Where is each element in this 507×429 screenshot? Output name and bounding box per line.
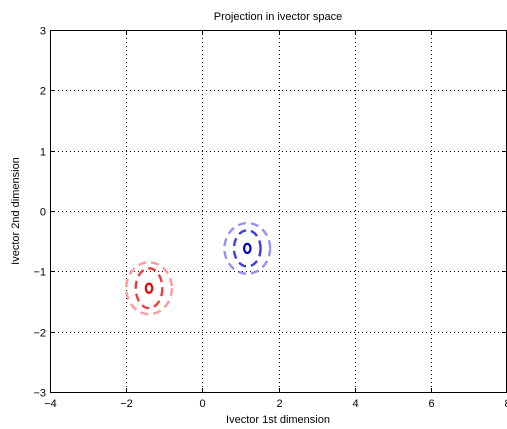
series-cluster: [124, 261, 174, 316]
data-point: [144, 282, 154, 294]
y-axis-label: Ivector 2nd dimension: [10, 157, 22, 265]
y-tick-label: 0: [40, 207, 46, 219]
x-tick-label: −2: [120, 398, 133, 410]
x-tick-label: 0: [199, 398, 205, 410]
contour-ellipse: [124, 261, 174, 316]
chart-title: Projection in ivector space: [214, 11, 342, 23]
tick-labels: −4 −2 0 2 4 6 8 −3 −2 −1 0 1 2 3: [33, 26, 507, 411]
y-tick-label: 2: [40, 86, 46, 98]
data-point: [242, 242, 252, 255]
y-tick-label: 1: [40, 147, 46, 159]
y-tick-label: −1: [33, 267, 46, 279]
data-layer: [124, 221, 272, 316]
x-axis-label: Ivector 1st dimension: [226, 414, 330, 426]
x-tick-label: 2: [276, 398, 282, 410]
y-tick-label: 3: [40, 26, 46, 38]
x-tick-label: −4: [44, 398, 57, 410]
contour-ellipse: [232, 229, 262, 268]
x-tick-label: 4: [352, 398, 358, 410]
contour-ellipse: [223, 221, 272, 275]
y-tick-label: −3: [33, 388, 46, 400]
x-tick-label: 8: [504, 398, 507, 410]
axis-ticks: [50, 30, 507, 393]
x-tick-label: 6: [428, 398, 434, 410]
contour-ellipse: [134, 267, 164, 310]
grid-lines: [50, 30, 507, 392]
y-tick-label: −2: [33, 328, 46, 340]
series-cluster: [223, 221, 272, 275]
